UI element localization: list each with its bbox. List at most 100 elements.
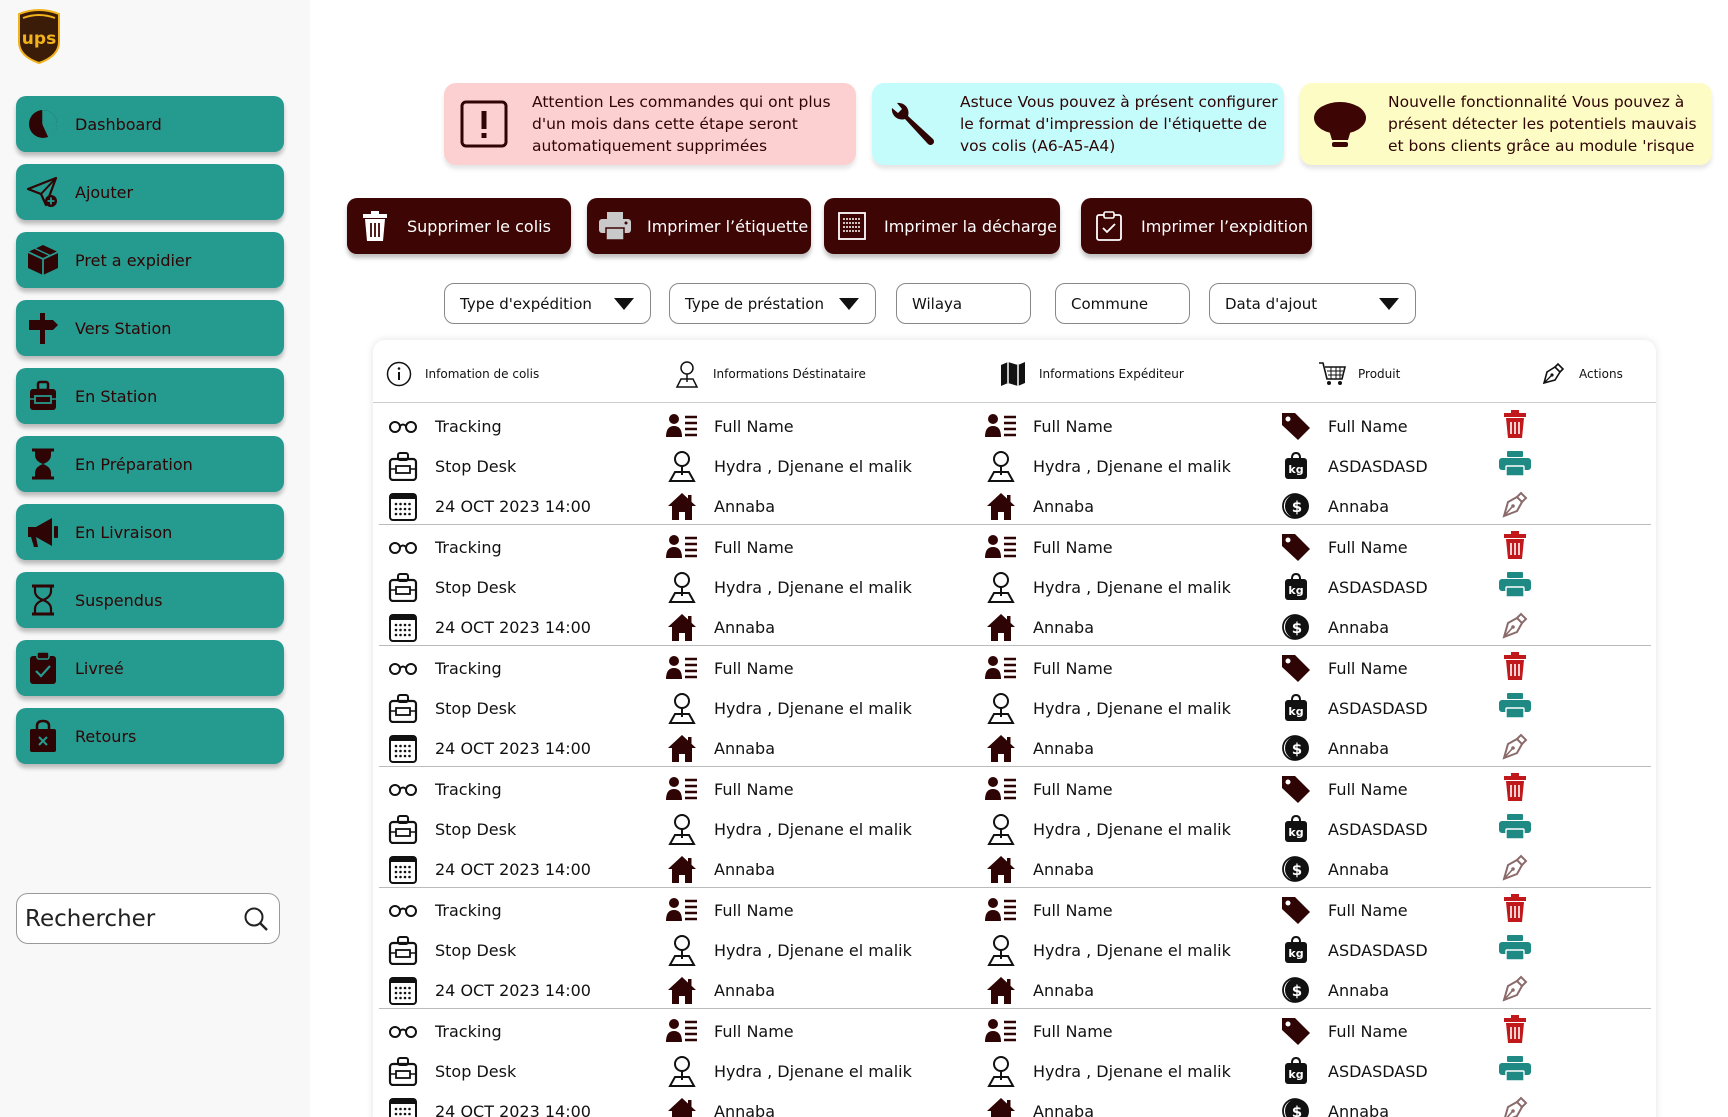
cell-date: 24 OCT 2023 14:00	[387, 488, 591, 524]
calendar-icon	[387, 611, 419, 643]
cell-rec-city: Annaba	[666, 488, 775, 524]
cell-prod-weight: kg ASDASDASD	[1280, 1053, 1428, 1089]
dollar-coin-icon: $	[1280, 490, 1312, 522]
search-box[interactable]	[16, 893, 280, 944]
edit-row-button[interactable]	[1499, 732, 1531, 764]
delete-row-button[interactable]	[1499, 773, 1531, 805]
cell-snd-addr: Hydra , Djenane el malik	[985, 932, 1231, 968]
house-icon	[666, 611, 698, 643]
trash-icon	[1503, 894, 1527, 926]
calendar-icon	[387, 853, 419, 885]
bag-x-icon	[26, 719, 60, 753]
print-row-button[interactable]	[1499, 813, 1531, 845]
table-row: Tracking Full Name Full Name Full Name Stop …	[379, 767, 1651, 888]
edit-row-button[interactable]	[1499, 853, 1531, 885]
cell-prod-weight: kg ASDASDASD	[1280, 569, 1428, 605]
trash-icon	[359, 210, 391, 242]
table-row: Tracking Full Name Full Name Full Name Stop …	[379, 888, 1651, 1009]
notice-text: Nouvelle fonctionnalité Vous pouvez à pr…	[1388, 93, 1697, 155]
sidebar-item-en-livraison[interactable]: En Livraison	[16, 504, 284, 560]
cell-tracking: Tracking	[387, 1013, 502, 1049]
cell-prod-name: Full Name	[1280, 650, 1408, 686]
cell-rec-addr: Hydra , Djenane el malik	[666, 448, 912, 484]
delete-row-button[interactable]	[1499, 1015, 1531, 1047]
sidebar-item-suspendus[interactable]: Suspendus	[16, 572, 284, 628]
print-row-button[interactable]	[1499, 571, 1531, 603]
edit-row-button[interactable]	[1499, 490, 1531, 522]
pen-icon	[1501, 853, 1529, 885]
sidebar-item-vers-station[interactable]: Vers Station	[16, 300, 284, 356]
person-list-icon	[666, 531, 698, 563]
cell-snd-name: Full Name	[985, 529, 1113, 565]
print-shipment-button[interactable]: Imprimer l’expidition	[1081, 198, 1312, 254]
cell-snd-addr: Hydra , Djenane el malik	[985, 811, 1231, 847]
megaphone-icon	[26, 515, 60, 549]
notice-text: Attention Les commandes qui ont plus d'u…	[532, 93, 831, 155]
edit-row-button[interactable]	[1499, 974, 1531, 1006]
edit-row-button[interactable]	[1499, 611, 1531, 643]
house-icon	[666, 490, 698, 522]
print-row-button[interactable]	[1499, 1055, 1531, 1087]
notice-tip: Astuce Vous pouvez à présent configurer …	[872, 83, 1284, 165]
hourglass-icon	[26, 583, 60, 617]
table-row: Tracking Full Name Full Name Full Name Stop …	[379, 1009, 1651, 1117]
date-added-dropdown[interactable]: Data d'ajout	[1209, 283, 1416, 324]
sidebar-item-en-preparation[interactable]: En Préparation	[16, 436, 284, 492]
svg-text:$: $	[1292, 861, 1302, 879]
svg-text:kg: kg	[1288, 463, 1303, 476]
print-label-button[interactable]: Imprimer l’étiquette	[587, 198, 811, 254]
sidebar-item-en-station[interactable]: En Station	[16, 368, 284, 424]
sidebar-item-dashboard[interactable]: Dashboard	[16, 96, 284, 152]
cart-icon	[1318, 360, 1346, 388]
weight-kg-icon: kg	[1280, 692, 1312, 724]
wilaya-field[interactable]: Wilaya	[896, 283, 1031, 324]
house-icon	[666, 853, 698, 885]
sidebar-item-retours[interactable]: Retours	[16, 708, 284, 764]
pen-icon	[1501, 732, 1529, 764]
print-row-button[interactable]	[1499, 692, 1531, 724]
location-person-icon	[985, 450, 1017, 482]
ups-logo[interactable]: ups	[15, 8, 63, 65]
cell-prod-name: Full Name	[1280, 529, 1408, 565]
dollar-coin-icon: $	[1280, 611, 1312, 643]
edit-row-button[interactable]	[1499, 1095, 1531, 1117]
sidebar-item-pret-a-expidier[interactable]: Pret a expidier	[16, 232, 284, 288]
cell-rec-name: Full Name	[666, 529, 794, 565]
delete-row-button[interactable]	[1499, 531, 1531, 563]
search-input[interactable]	[25, 905, 225, 932]
cell-desk: Stop Desk	[387, 932, 516, 968]
house-icon	[985, 853, 1017, 885]
cell-rec-addr: Hydra , Djenane el malik	[666, 569, 912, 605]
dollar-coin-icon: $	[1280, 974, 1312, 1006]
sidebar-item-livree[interactable]: Livreé	[16, 640, 284, 696]
header-parcel-info: Infomation de colis	[385, 360, 539, 388]
print-row-button[interactable]	[1499, 934, 1531, 966]
cell-prod-name: Full Name	[1280, 408, 1408, 444]
location-person-icon	[985, 571, 1017, 603]
location-person-icon	[666, 571, 698, 603]
send-plus-icon	[26, 175, 60, 209]
delete-parcel-button[interactable]: Supprimer le colis	[347, 198, 571, 254]
delete-row-button[interactable]	[1499, 410, 1531, 442]
svg-text:kg: kg	[1288, 826, 1303, 839]
house-icon	[985, 1095, 1017, 1117]
search-icon[interactable]	[243, 906, 269, 936]
cell-desk: Stop Desk	[387, 1053, 516, 1089]
price-tag-icon	[1280, 1015, 1312, 1047]
svg-text:$: $	[1292, 498, 1302, 516]
location-person-icon	[666, 1055, 698, 1087]
commune-field[interactable]: Commune	[1055, 283, 1190, 324]
location-person-icon	[985, 692, 1017, 724]
service-type-dropdown[interactable]: Type de préstation	[669, 283, 876, 324]
print-row-button[interactable]	[1499, 450, 1531, 482]
shipment-type-dropdown[interactable]: Type d'expédition	[444, 283, 651, 324]
price-tag-icon	[1280, 773, 1312, 805]
print-discharge-button[interactable]: Imprimer la décharge	[824, 198, 1060, 254]
cell-rec-name: Full Name	[666, 650, 794, 686]
sidebar-item-ajouter[interactable]: Ajouter	[16, 164, 284, 220]
cell-tracking: Tracking	[387, 892, 502, 928]
delete-row-button[interactable]	[1499, 894, 1531, 926]
cell-prod-name: Full Name	[1280, 771, 1408, 807]
map-icon	[999, 360, 1027, 388]
delete-row-button[interactable]	[1499, 652, 1531, 684]
